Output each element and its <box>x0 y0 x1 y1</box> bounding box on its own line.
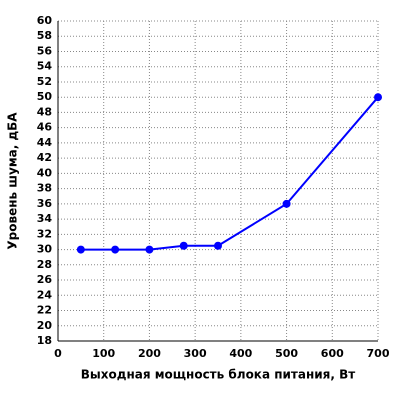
y-tick-label: 30 <box>37 243 53 256</box>
y-tick-label: 42 <box>37 151 52 164</box>
x-tick-label: 700 <box>367 347 390 360</box>
data-point <box>179 241 188 250</box>
data-point <box>145 245 154 254</box>
y-tick-label: 26 <box>37 273 53 286</box>
y-tick-label: 60 <box>37 14 53 27</box>
y-tick-label: 58 <box>37 29 52 42</box>
y-tick-label: 46 <box>37 121 53 134</box>
data-point <box>214 241 222 250</box>
x-tick-label: 100 <box>92 347 115 360</box>
y-tick-label: 44 <box>37 136 53 149</box>
y-tick-label: 24 <box>37 288 53 301</box>
x-tick-label: 600 <box>321 347 344 360</box>
y-tick-label: 52 <box>37 75 52 88</box>
x-tick-label: 300 <box>184 347 207 360</box>
y-tick-label: 18 <box>37 334 52 347</box>
y-tick-label: 40 <box>37 166 53 179</box>
x-tick-label: 0 <box>54 347 62 360</box>
x-tick-label: 500 <box>275 347 298 360</box>
y-tick-label: 32 <box>37 227 52 240</box>
data-point <box>374 93 382 102</box>
y-axis-title: Уровень шума, дБА <box>6 112 20 250</box>
y-tick-label: 48 <box>37 105 52 118</box>
y-tick-label: 34 <box>37 212 53 225</box>
y-tick-label: 38 <box>37 182 52 195</box>
y-tick-label: 20 <box>37 319 53 332</box>
y-tick-label: 54 <box>37 60 53 73</box>
y-tick-label: 56 <box>37 44 53 57</box>
data-point <box>111 245 120 254</box>
y-tick-label: 28 <box>37 258 52 271</box>
data-point <box>76 245 85 254</box>
y-tick-label: 50 <box>37 90 53 103</box>
x-axis-title: Выходная мощность блока питания, Вт <box>81 368 356 382</box>
y-tick-label: 22 <box>37 304 52 317</box>
x-tick-label: 400 <box>229 347 252 360</box>
y-tick-label: 36 <box>37 197 53 210</box>
data-point <box>282 199 291 208</box>
x-tick-label: 200 <box>138 347 161 360</box>
